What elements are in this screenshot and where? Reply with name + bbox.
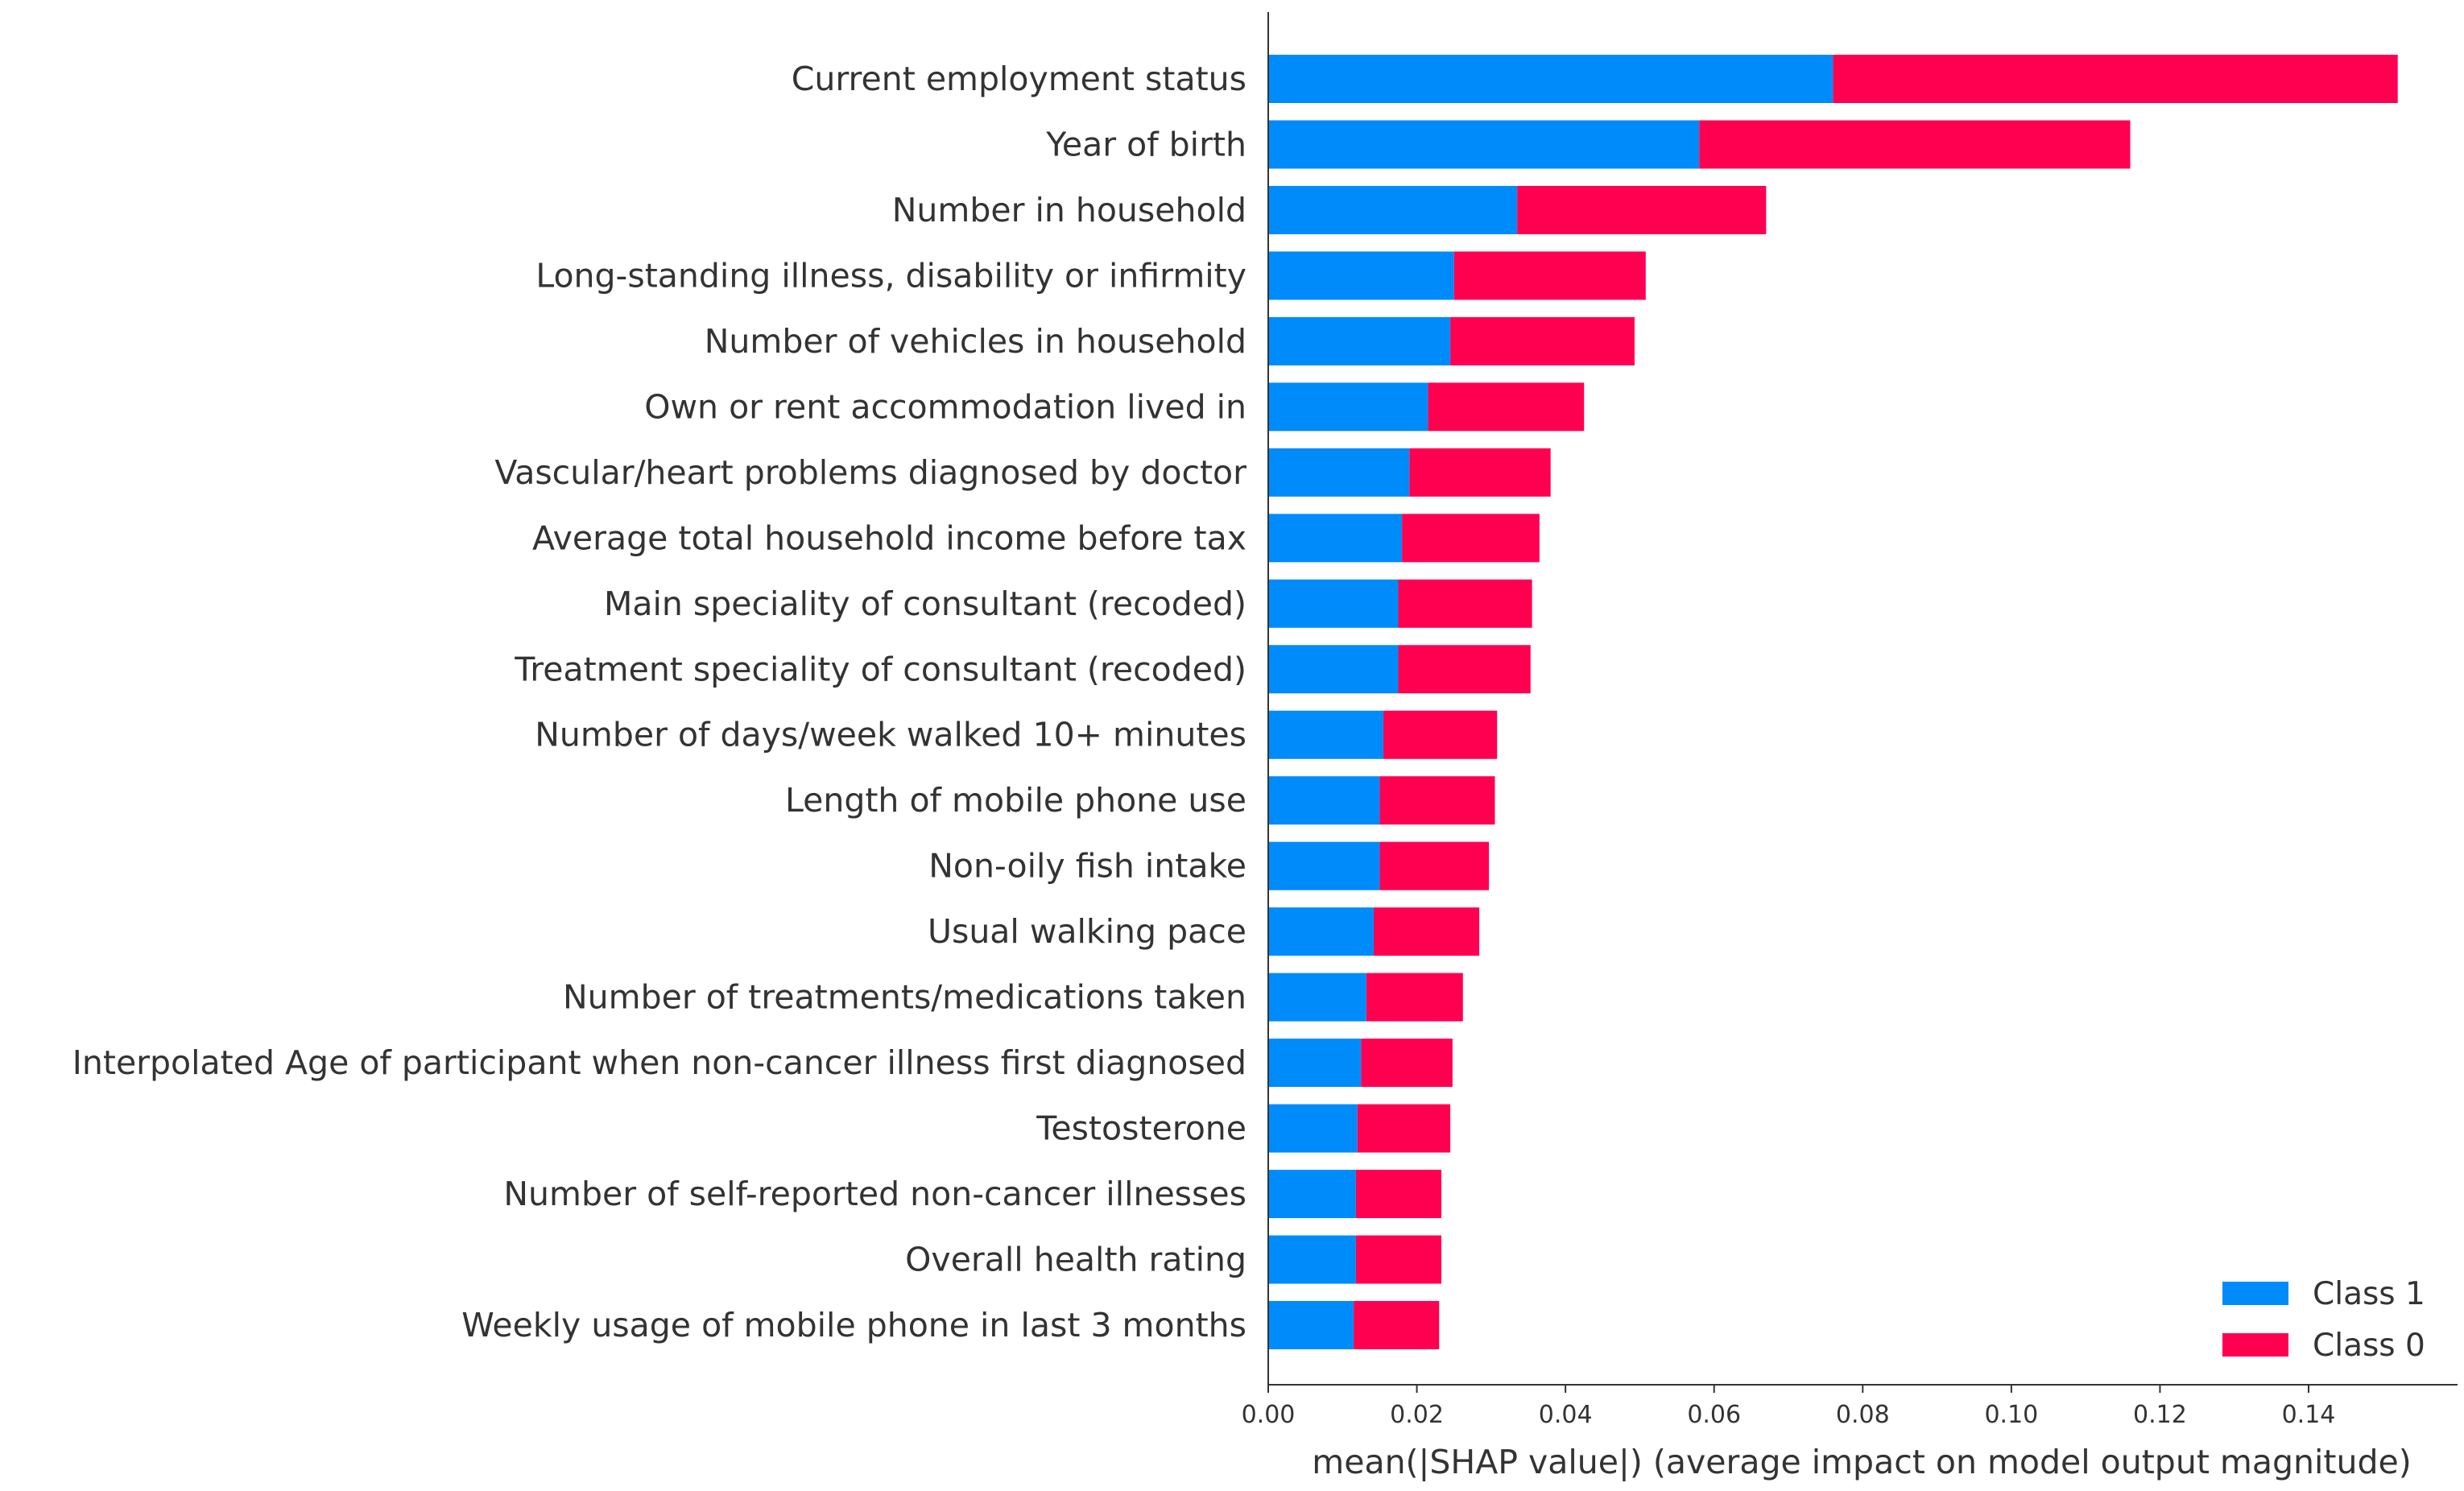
bar-class1-13 xyxy=(1268,907,1375,956)
feature-label-2: Number in household xyxy=(892,191,1246,229)
bar-class0-19 xyxy=(1354,1301,1440,1349)
bar-class1-10 xyxy=(1268,710,1384,759)
bar-class1-14 xyxy=(1268,973,1366,1022)
feature-label-13: Usual walking pace xyxy=(928,912,1246,951)
bar-class1-17 xyxy=(1268,1170,1356,1219)
bar-class0-15 xyxy=(1361,1039,1453,1088)
bar-class0-12 xyxy=(1379,841,1490,890)
legend-swatch-0 xyxy=(2222,1282,2288,1305)
bar-class1-0 xyxy=(1268,55,1834,103)
bar-class0-3 xyxy=(1453,251,1646,300)
bar-class1-18 xyxy=(1268,1235,1356,1284)
feature-label-0: Current employment status xyxy=(792,60,1246,98)
bar-class1-15 xyxy=(1268,1039,1362,1088)
bar-class1-5 xyxy=(1268,382,1428,432)
bar-class0-13 xyxy=(1374,907,1480,956)
bar-class1-16 xyxy=(1268,1104,1358,1153)
feature-labels: Current employment status Year of birth Nu… xyxy=(72,60,1246,1344)
feature-label-7: Average total household income before ta… xyxy=(532,518,1246,557)
bar-class0-14 xyxy=(1366,973,1463,1022)
bar-class0-4 xyxy=(1450,316,1635,366)
feature-label-18: Overall health rating xyxy=(905,1241,1246,1279)
bar-class1-19 xyxy=(1268,1301,1354,1349)
x-tick-label-0: 0.00 xyxy=(1242,1401,1296,1429)
bar-class0-10 xyxy=(1383,710,1498,759)
x-tick-label-7: 0.14 xyxy=(2282,1401,2336,1429)
feature-label-12: Non-oily fish intake xyxy=(928,847,1246,886)
legend-swatch-1 xyxy=(2222,1333,2288,1357)
legend: Class 1 Class 0 xyxy=(2222,1276,2425,1364)
feature-label-10: Number of days/week walked 10+ minutes xyxy=(535,716,1246,754)
bar-class0-8 xyxy=(1398,579,1532,628)
feature-label-8: Main speciality of consultant (recoded) xyxy=(604,584,1246,623)
bar-class0-18 xyxy=(1355,1235,1442,1284)
bar-class0-5 xyxy=(1428,382,1585,432)
bars-layer xyxy=(1268,55,2398,1349)
x-tick-label-1: 0.02 xyxy=(1390,1401,1444,1429)
bar-class1-3 xyxy=(1268,251,1454,300)
bar-class0-7 xyxy=(1402,514,1540,563)
legend-label-1: Class 0 xyxy=(2313,1328,2425,1364)
feature-label-15: Interpolated Age of participant when non… xyxy=(72,1043,1246,1082)
bar-class1-11 xyxy=(1268,776,1380,825)
bar-class0-1 xyxy=(1699,120,2131,169)
bar-class1-4 xyxy=(1268,316,1451,366)
x-tick-label-6: 0.12 xyxy=(2133,1401,2187,1429)
feature-label-16: Testosterone xyxy=(1036,1109,1246,1148)
feature-label-5: Own or rent accommodation lived in xyxy=(644,387,1246,426)
legend-label-0: Class 1 xyxy=(2313,1276,2425,1312)
bar-class0-6 xyxy=(1409,448,1551,497)
x-tick-label-3: 0.06 xyxy=(1687,1401,1741,1429)
bar-class1-9 xyxy=(1268,645,1399,694)
bar-class0-11 xyxy=(1379,776,1495,825)
bar-class1-1 xyxy=(1268,120,1700,169)
feature-label-17: Number of self-reported non-cancer illne… xyxy=(503,1175,1246,1213)
bar-class0-2 xyxy=(1517,185,1767,234)
x-tick-label-5: 0.10 xyxy=(1984,1401,2038,1429)
feature-label-1: Year of birth xyxy=(1045,125,1246,163)
x-tick-label-4: 0.08 xyxy=(1836,1401,1890,1429)
bar-class0-9 xyxy=(1398,645,1531,694)
bar-class0-16 xyxy=(1357,1104,1451,1153)
feature-label-11: Length of mobile phone use xyxy=(785,781,1246,820)
bar-class1-6 xyxy=(1268,448,1410,497)
feature-label-3: Long-standing illness, disability or inf… xyxy=(535,256,1246,295)
bar-class1-7 xyxy=(1268,514,1403,563)
bar-class0-0 xyxy=(1833,55,2398,103)
feature-label-4: Number of vehicles in household xyxy=(705,322,1246,361)
bar-class1-2 xyxy=(1268,185,1518,234)
x-tick-label-2: 0.04 xyxy=(1539,1401,1593,1429)
feature-label-9: Treatment speciality of consultant (reco… xyxy=(514,650,1246,688)
bar-class1-12 xyxy=(1268,841,1380,890)
feature-label-19: Weekly usage of mobile phone in last 3 m… xyxy=(461,1306,1246,1344)
bar-class0-17 xyxy=(1355,1170,1442,1219)
feature-label-14: Number of treatments/medications taken xyxy=(563,978,1246,1017)
feature-label-6: Vascular/heart problems diagnosed by doc… xyxy=(494,453,1246,492)
x-axis-ticks: 0.00 0.02 0.04 0.06 0.08 0.10 0.12 0.14 xyxy=(1242,1385,2336,1429)
x-axis-title: mean(|SHAP value|) (average impact on mo… xyxy=(1312,1443,2411,1481)
bar-class1-8 xyxy=(1268,579,1399,628)
